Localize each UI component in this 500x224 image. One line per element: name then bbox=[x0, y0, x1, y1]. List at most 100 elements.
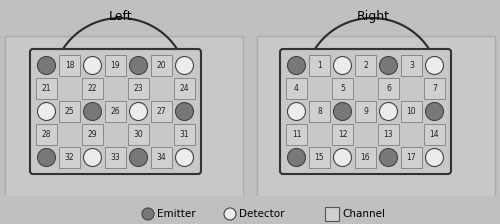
Bar bbox=[105, 147, 126, 168]
Text: 20: 20 bbox=[156, 61, 166, 70]
Text: 4: 4 bbox=[294, 84, 299, 93]
Bar bbox=[151, 55, 172, 76]
Bar bbox=[332, 124, 353, 145]
Bar bbox=[355, 55, 376, 76]
Bar bbox=[332, 78, 353, 99]
Text: 16: 16 bbox=[360, 153, 370, 162]
Bar bbox=[174, 124, 195, 145]
Text: 12: 12 bbox=[338, 130, 347, 139]
Text: 14: 14 bbox=[430, 130, 440, 139]
Bar bbox=[82, 124, 103, 145]
Text: 8: 8 bbox=[317, 107, 322, 116]
Bar bbox=[378, 124, 399, 145]
Text: Left: Left bbox=[109, 9, 133, 22]
Circle shape bbox=[130, 103, 148, 121]
Circle shape bbox=[84, 103, 102, 121]
Bar bbox=[174, 78, 195, 99]
Circle shape bbox=[380, 56, 398, 75]
FancyBboxPatch shape bbox=[257, 36, 495, 206]
Bar bbox=[309, 55, 330, 76]
Text: 2: 2 bbox=[363, 61, 368, 70]
Bar bbox=[59, 101, 80, 122]
Circle shape bbox=[334, 56, 351, 75]
Bar bbox=[378, 78, 399, 99]
Circle shape bbox=[288, 56, 306, 75]
Circle shape bbox=[426, 149, 444, 166]
Text: 24: 24 bbox=[180, 84, 190, 93]
Circle shape bbox=[426, 56, 444, 75]
Circle shape bbox=[288, 149, 306, 166]
Bar bbox=[325, 207, 339, 221]
Text: 9: 9 bbox=[363, 107, 368, 116]
Bar bbox=[286, 124, 307, 145]
Text: 10: 10 bbox=[406, 107, 416, 116]
Circle shape bbox=[142, 208, 154, 220]
Text: 19: 19 bbox=[110, 61, 120, 70]
Text: Channel: Channel bbox=[342, 209, 385, 219]
Text: 25: 25 bbox=[64, 107, 74, 116]
Text: 29: 29 bbox=[88, 130, 98, 139]
Text: 1: 1 bbox=[317, 61, 322, 70]
Text: 3: 3 bbox=[409, 61, 414, 70]
Text: 32: 32 bbox=[64, 153, 74, 162]
Bar bbox=[309, 147, 330, 168]
Text: 11: 11 bbox=[292, 130, 301, 139]
Circle shape bbox=[334, 149, 351, 166]
Bar bbox=[0, 196, 500, 224]
Bar bbox=[424, 78, 445, 99]
Bar bbox=[105, 55, 126, 76]
Bar bbox=[151, 101, 172, 122]
Bar bbox=[36, 78, 57, 99]
Bar bbox=[59, 55, 80, 76]
Text: 30: 30 bbox=[134, 130, 143, 139]
Text: 31: 31 bbox=[180, 130, 190, 139]
Text: 34: 34 bbox=[156, 153, 166, 162]
Bar bbox=[105, 101, 126, 122]
Text: Emitter: Emitter bbox=[157, 209, 196, 219]
Circle shape bbox=[426, 103, 444, 121]
Bar bbox=[151, 147, 172, 168]
Circle shape bbox=[130, 149, 148, 166]
Circle shape bbox=[176, 149, 194, 166]
Bar bbox=[424, 124, 445, 145]
Text: 6: 6 bbox=[386, 84, 391, 93]
Circle shape bbox=[334, 103, 351, 121]
Circle shape bbox=[380, 103, 398, 121]
Circle shape bbox=[38, 56, 56, 75]
Text: 33: 33 bbox=[110, 153, 120, 162]
Text: 23: 23 bbox=[134, 84, 143, 93]
Text: 18: 18 bbox=[65, 61, 74, 70]
Circle shape bbox=[84, 149, 102, 166]
Bar bbox=[401, 55, 422, 76]
FancyBboxPatch shape bbox=[5, 36, 243, 206]
Text: 15: 15 bbox=[314, 153, 324, 162]
Bar bbox=[401, 101, 422, 122]
Text: 22: 22 bbox=[88, 84, 97, 93]
Bar bbox=[36, 124, 57, 145]
Bar bbox=[128, 78, 149, 99]
Bar bbox=[128, 124, 149, 145]
Circle shape bbox=[224, 208, 236, 220]
Circle shape bbox=[130, 56, 148, 75]
Circle shape bbox=[84, 56, 102, 75]
Text: 21: 21 bbox=[42, 84, 51, 93]
Text: 26: 26 bbox=[110, 107, 120, 116]
Text: 5: 5 bbox=[340, 84, 345, 93]
FancyBboxPatch shape bbox=[280, 49, 451, 174]
Circle shape bbox=[380, 149, 398, 166]
Text: 17: 17 bbox=[406, 153, 416, 162]
Circle shape bbox=[176, 56, 194, 75]
Text: 13: 13 bbox=[384, 130, 394, 139]
Text: Right: Right bbox=[356, 9, 390, 22]
Text: Detector: Detector bbox=[239, 209, 284, 219]
Text: 28: 28 bbox=[42, 130, 51, 139]
Circle shape bbox=[38, 149, 56, 166]
Bar bbox=[82, 78, 103, 99]
Text: 27: 27 bbox=[156, 107, 166, 116]
Circle shape bbox=[38, 103, 56, 121]
Bar bbox=[401, 147, 422, 168]
Bar bbox=[355, 147, 376, 168]
Bar bbox=[59, 147, 80, 168]
Bar bbox=[309, 101, 330, 122]
Bar bbox=[355, 101, 376, 122]
